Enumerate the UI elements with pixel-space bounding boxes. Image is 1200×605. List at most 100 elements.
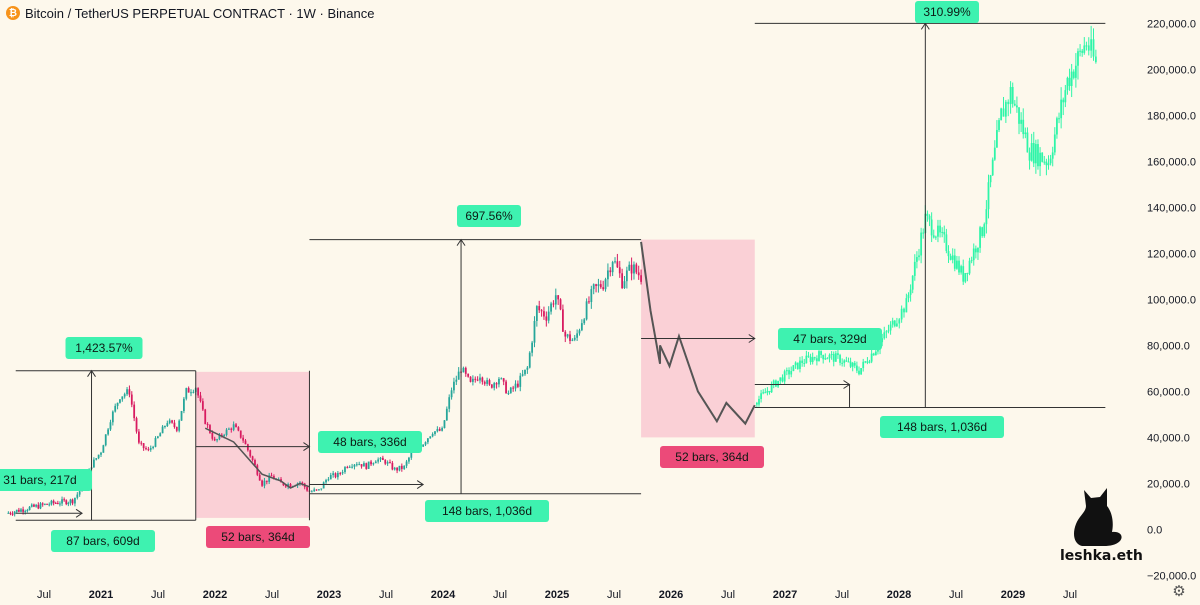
candle-body [273,476,275,480]
candle-body [987,182,990,210]
candle [396,466,398,474]
candle [559,298,562,311]
candle-body [633,264,635,274]
y-tick-label: 180,000.0 [1147,110,1196,122]
candle [956,255,958,270]
candle [813,356,816,361]
candle-body [488,380,491,385]
candle [237,426,240,432]
candle-body [355,464,358,466]
candle [1056,116,1058,139]
candle [355,462,358,467]
candle-body [847,361,850,363]
candle [192,389,195,394]
candle-body [962,266,965,282]
candle [24,509,27,515]
candle [571,338,574,342]
candle-body [569,334,571,341]
candle-body [533,320,536,343]
candle-body [246,444,249,451]
candle [50,499,53,506]
candle-body [932,235,935,238]
candle-body [242,437,245,441]
candle-body [104,434,107,446]
candle [493,381,496,391]
candle [209,424,211,434]
candle-body [535,306,538,321]
candle [616,253,619,268]
candle-body [455,379,458,382]
candle-body [206,423,209,426]
candle-body [334,473,337,478]
candle [514,380,517,392]
candle [883,326,886,340]
candle-body [187,388,190,393]
label-52-bars-2026-text: 52 bars, 364d [675,450,748,464]
candle-body [313,489,316,492]
candle [481,376,484,385]
candle [983,222,986,238]
candle-body [43,503,46,505]
candle-body [528,352,531,368]
candle [562,304,564,332]
candle-body [258,474,261,481]
candle [128,385,131,398]
candle-body [56,502,59,504]
candle-body [521,374,524,376]
candle-body [119,399,121,403]
candle [35,503,38,508]
candle [533,316,536,348]
candle [320,488,323,491]
candle [48,502,51,507]
candle-body [403,465,406,469]
candle-body [611,262,614,273]
candle [400,463,403,472]
label-1423-percent-bg [65,337,143,359]
candle [464,366,467,377]
chart-settings-icon[interactable]: ⚙ [1172,583,1186,600]
candle [519,372,522,392]
label-148-bars-2024: 148 bars, 1,036d [425,500,549,522]
candle-body [813,357,816,359]
candle-body [1072,71,1075,78]
candle [788,367,790,380]
candle-body [862,361,865,369]
candle-body [909,289,912,295]
candle-body [282,482,285,486]
candle-body [339,473,342,475]
candle-body [524,369,526,375]
candle [1020,112,1023,133]
candle-body [20,509,22,512]
candle [450,387,453,400]
candle [640,269,642,285]
candle [104,434,107,447]
candle [204,408,207,425]
y-tick-label: 100,000.0 [1147,294,1196,306]
candle-body [332,473,335,476]
candle-body [289,484,292,487]
y-tick-label: 140,000.0 [1147,202,1196,214]
candle-body [981,227,984,237]
candle-body [943,231,946,235]
candle-body [1020,119,1023,124]
candle [1058,112,1060,124]
candle [384,459,387,466]
candle [448,394,451,413]
candle-body [445,408,448,421]
candle-body [230,428,233,430]
candle [790,366,793,378]
candle-body [839,355,841,363]
candle-body [822,354,825,360]
candle-body [760,393,762,399]
symbol-title[interactable]: Bitcoin / TetherUS PERPETUAL CONTRACT · … [25,5,375,21]
candle-body [190,392,192,394]
candle [828,353,831,363]
candle-body [834,353,837,362]
candle-body [429,436,432,439]
candle-body [109,422,112,430]
candle-body [178,420,181,431]
candle [1022,108,1025,139]
candle-body [360,464,363,467]
